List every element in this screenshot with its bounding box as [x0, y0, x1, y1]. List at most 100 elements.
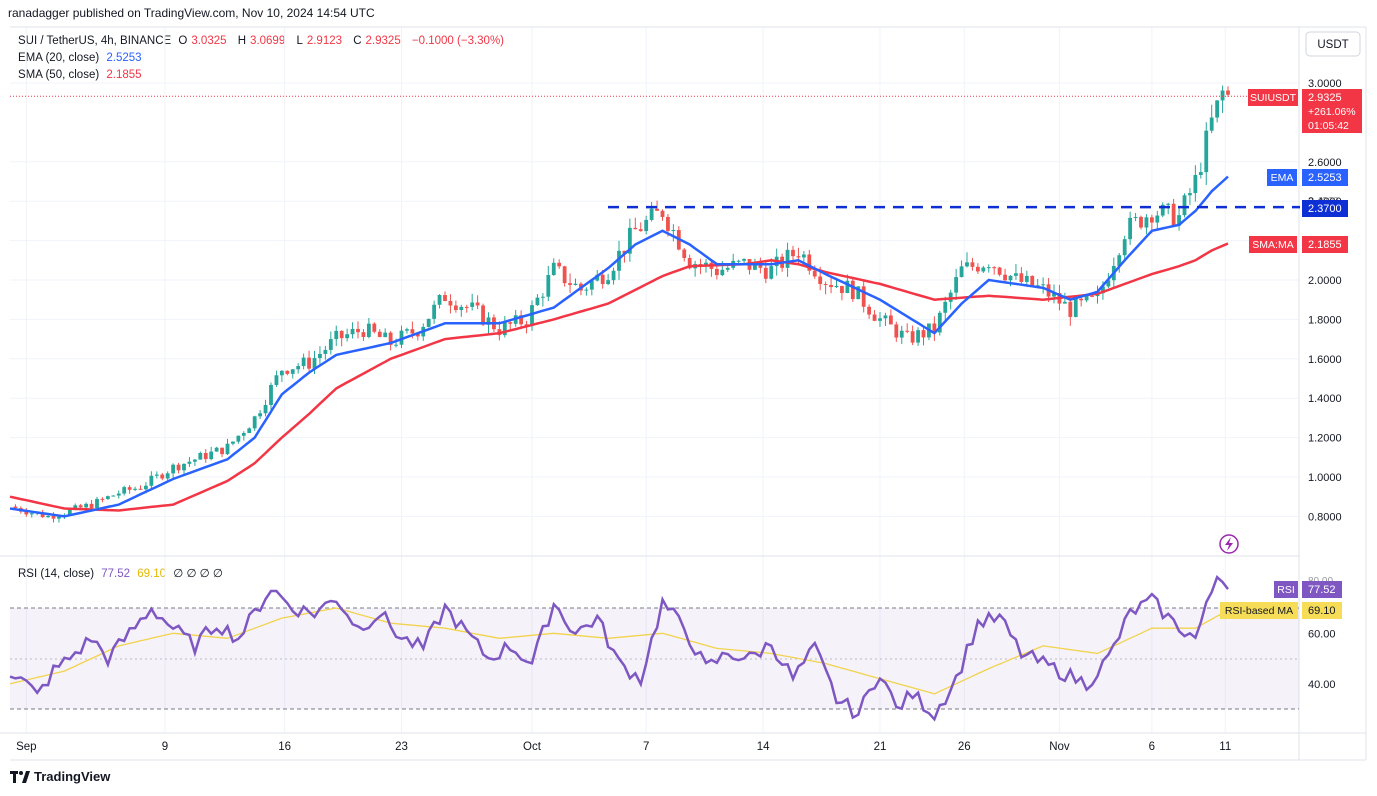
- candle-body: [231, 441, 235, 444]
- candle-body: [350, 328, 355, 335]
- symbol-title[interactable]: SUI / TetherUS, 4h, BINANCE: [18, 35, 172, 47]
- candle-body: [807, 254, 812, 271]
- candle-body: [160, 474, 165, 479]
- candle-body: [470, 302, 475, 307]
- rsi-ma-line[interactable]: [9, 607, 1229, 695]
- candle-body: [73, 505, 78, 510]
- candle-body: [796, 256, 801, 258]
- candle-body: [448, 300, 453, 306]
- candle-body: [410, 329, 415, 334]
- price-tick-label: 1.4000: [1308, 393, 1342, 405]
- ema-legend[interactable]: EMA (20, close) 2.5253: [18, 52, 146, 64]
- candle-body: [1177, 215, 1181, 226]
- rsi-ma-tag-bg: [1302, 602, 1342, 619]
- ohlc-change: −0.1000 (−3.30%): [411, 35, 505, 47]
- candle-body: [965, 262, 969, 267]
- candle-body: [323, 349, 328, 354]
- candle-body: [611, 270, 616, 281]
- grid-lines: [10, 27, 1299, 733]
- candle-body: [1133, 216, 1138, 218]
- sma-name-tag: SMA:MA: [1252, 239, 1293, 251]
- candle-body: [899, 330, 904, 338]
- ohlc-close: C 2.9325: [353, 35, 401, 47]
- rsi-legend[interactable]: RSI (14, close) 77.52 69.10 ∅ ∅ ∅ ∅: [18, 566, 227, 580]
- candle-body: [1117, 255, 1122, 266]
- rsi-name-tag: RSI: [1277, 584, 1295, 596]
- candle-body: [328, 339, 333, 350]
- candle-body: [1041, 284, 1046, 286]
- currency-label: USDT: [1317, 39, 1348, 51]
- price-axis-ticks: 0.8000 1.0000 1.2000 1.4000 1.6000 1.8000 2.00…: [1308, 78, 1342, 523]
- ema-price-tag: EMA 2.5253: [1267, 169, 1348, 186]
- candle-body: [540, 296, 545, 298]
- candle-body: [415, 333, 420, 337]
- price-tag-bg: [1302, 89, 1362, 133]
- rsi-ma-legend-value: 69.10: [137, 568, 167, 580]
- rsi-axis-ticks: 40.00 60.00: [1308, 628, 1336, 691]
- candle-body: [1198, 172, 1203, 176]
- price-tick-label: 1.8000: [1308, 314, 1342, 326]
- candle-body: [502, 322, 507, 336]
- candle-body: [57, 516, 61, 519]
- candle-body: [1014, 273, 1018, 276]
- candle-body: [546, 274, 551, 297]
- candle-body: [970, 262, 975, 267]
- candle-body: [116, 493, 121, 496]
- candle-body: [671, 230, 676, 232]
- sma-legend[interactable]: SMA (50, close) 2.1855: [18, 69, 146, 81]
- sma-line[interactable]: [9, 242, 1229, 512]
- candle-body: [921, 330, 926, 338]
- candle-body: [573, 283, 578, 285]
- publish-header: ranadagger published on TradingView.com,…: [8, 6, 375, 20]
- candle-body: [225, 443, 230, 455]
- rsi-name-tag-bg: [1274, 581, 1298, 598]
- price-tick-label: 3.0000: [1308, 78, 1342, 90]
- candle-body: [714, 268, 719, 276]
- rsi-line[interactable]: [9, 575, 1229, 722]
- price-tick-label: 2.0000: [1308, 275, 1342, 287]
- candle-body: [29, 513, 34, 515]
- rsi-ma-name-tag: RSI-based MA: [1225, 605, 1293, 617]
- time-tick-label: 21: [874, 741, 887, 753]
- candle-body: [209, 451, 214, 460]
- level-price-tag: 2.4000 2.3700: [1302, 196, 1348, 217]
- candle-body: [51, 515, 56, 519]
- candle-body: [861, 286, 866, 307]
- candle-body: [649, 208, 654, 220]
- ema-line[interactable]: [9, 175, 1229, 518]
- candle-body: [1226, 90, 1230, 95]
- candle-body: [954, 277, 959, 293]
- ohlc-open: O 3.0325: [178, 35, 227, 47]
- candle-body: [182, 463, 186, 471]
- candle-body: [405, 329, 409, 331]
- candle-body: [1122, 239, 1127, 256]
- candle-body: [274, 375, 279, 385]
- candle-body: [986, 267, 991, 269]
- symbol-price-tag: SUIUSDT 2.9325 +261.06% 01:05:42: [1248, 89, 1362, 133]
- main-legend: SUI / TetherUS, 4h, BINANCE O 3.0325 H 3.0…: [18, 35, 508, 47]
- lightning-icon[interactable]: [1219, 534, 1239, 554]
- price-tick-label: 2.6000: [1308, 157, 1342, 169]
- candle-body: [1182, 195, 1187, 216]
- candle-body: [1101, 286, 1105, 294]
- symbol-name-tag-bg: [1248, 89, 1298, 106]
- currency-button-box[interactable]: [1305, 31, 1361, 57]
- candle-body: [481, 305, 485, 325]
- candle-body: [883, 315, 888, 319]
- candle-body: [834, 285, 839, 288]
- rsi-tick-label: 40.00: [1308, 679, 1336, 691]
- candle-body: [443, 295, 447, 301]
- candle-body: [258, 413, 263, 417]
- time-tick-label: 6: [1149, 741, 1155, 753]
- candle-body: [1079, 298, 1084, 301]
- candle-body: [878, 318, 882, 321]
- candle-body: [252, 416, 257, 429]
- candle-body: [263, 404, 268, 414]
- candle-body: [486, 317, 491, 325]
- footer-brand[interactable]: TradingView: [10, 769, 110, 784]
- sma-tag-value: 2.1855: [1308, 239, 1342, 251]
- candle-body: [992, 267, 997, 269]
- candle-body: [372, 323, 377, 332]
- time-tick-label: Sep: [16, 741, 36, 753]
